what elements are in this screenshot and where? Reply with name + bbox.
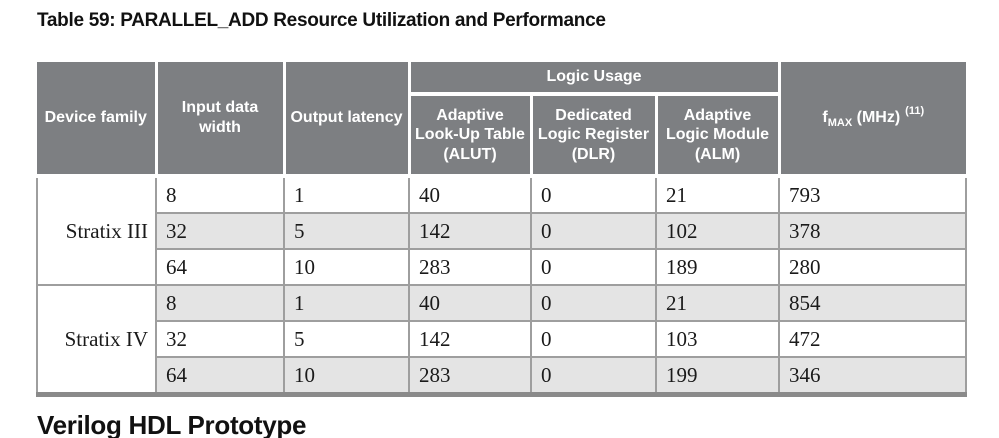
data-cell: 1	[283, 284, 410, 322]
data-cell: 21	[654, 284, 781, 322]
fmax-subscript: MAX	[827, 117, 853, 130]
data-cell: 64	[155, 356, 285, 396]
data-cell: 64	[155, 248, 285, 286]
data-cell: 0	[530, 175, 657, 214]
header-alut: Adaptive Look-Up Table (ALUT)	[409, 92, 533, 178]
table-row: Stratix IV 8 1 40 0 21 854	[36, 284, 968, 396]
fmax-base: f	[822, 109, 828, 127]
fmax-footnote-ref: (11)	[905, 105, 925, 118]
data-cell: 21	[654, 175, 781, 214]
data-cell: 142	[408, 212, 532, 250]
header-output-latency: Output latency	[282, 62, 411, 178]
data-cell: 8	[155, 284, 285, 322]
data-cell: 40	[408, 175, 532, 214]
fmax-unit: (MHz)	[856, 109, 901, 127]
table-row: 32 5 142 0 102 378	[37, 212, 968, 250]
table-row: 32 5 142 0 103 472	[37, 320, 968, 358]
resource-table-container: Device family Input data width Output la…	[36, 62, 968, 397]
data-cell: 5	[283, 320, 410, 358]
data-cell: 103	[654, 320, 781, 358]
data-cell: 0	[530, 248, 657, 286]
data-cell: 10	[283, 248, 410, 286]
device-family-cell: Stratix IV	[36, 284, 157, 396]
data-cell: 472	[778, 320, 968, 358]
data-cell: 142	[408, 320, 532, 358]
data-cell: 0	[530, 284, 657, 322]
data-cell: 1	[283, 175, 410, 214]
data-cell: 102	[654, 212, 781, 250]
device-family-cell: Stratix III	[36, 175, 157, 286]
data-cell: 32	[155, 320, 285, 358]
data-cell: 0	[530, 212, 657, 250]
table-row: 64 10 283 0 189 280	[37, 248, 968, 286]
data-cell: 793	[778, 175, 968, 214]
header-logic-usage: Logic Usage	[407, 62, 781, 96]
data-cell: 346	[778, 356, 968, 396]
header-device-family: Device family	[37, 62, 158, 178]
data-cell: 283	[408, 248, 532, 286]
data-cell: 199	[654, 356, 781, 396]
header-input-data-width: Input data width	[154, 62, 286, 178]
header-row-1: Device family Input data width Output la…	[37, 62, 967, 178]
table-caption: Table 59: PARALLEL_ADD Resource Utilizat…	[37, 10, 606, 31]
header-dlr: Dedicated Logic Register (DLR)	[529, 92, 658, 178]
data-cell: 32	[155, 212, 285, 250]
data-cell: 854	[778, 284, 968, 322]
table-body: Stratix III 8 1 40 0 21 793 32 5 142 0 1…	[36, 175, 968, 396]
table-row: 64 10 283 0 199 346	[37, 356, 968, 396]
header-row-2: Adaptive Look-Up Table (ALUT) Dedicated …	[37, 92, 966, 178]
data-cell: 378	[778, 212, 968, 250]
data-cell: 40	[408, 284, 532, 322]
data-cell: 280	[778, 248, 968, 286]
resource-utilization-table: Device family Input data width Output la…	[36, 62, 968, 397]
header-alm: Adaptive Logic Module (ALM)	[654, 92, 781, 178]
section-heading: Verilog HDL Prototype	[37, 410, 307, 438]
data-cell: 283	[408, 356, 532, 396]
data-cell: 0	[530, 356, 657, 396]
data-cell: 8	[155, 175, 285, 214]
data-cell: 0	[530, 320, 657, 358]
table-row: Stratix III 8 1 40 0 21 793	[36, 175, 968, 286]
header-fmax: fMAX (MHz) (11)	[777, 62, 967, 178]
data-cell: 5	[283, 212, 410, 250]
data-cell: 189	[654, 248, 781, 286]
data-cell: 10	[283, 356, 410, 396]
table-header: Device family Input data width Output la…	[37, 62, 967, 178]
